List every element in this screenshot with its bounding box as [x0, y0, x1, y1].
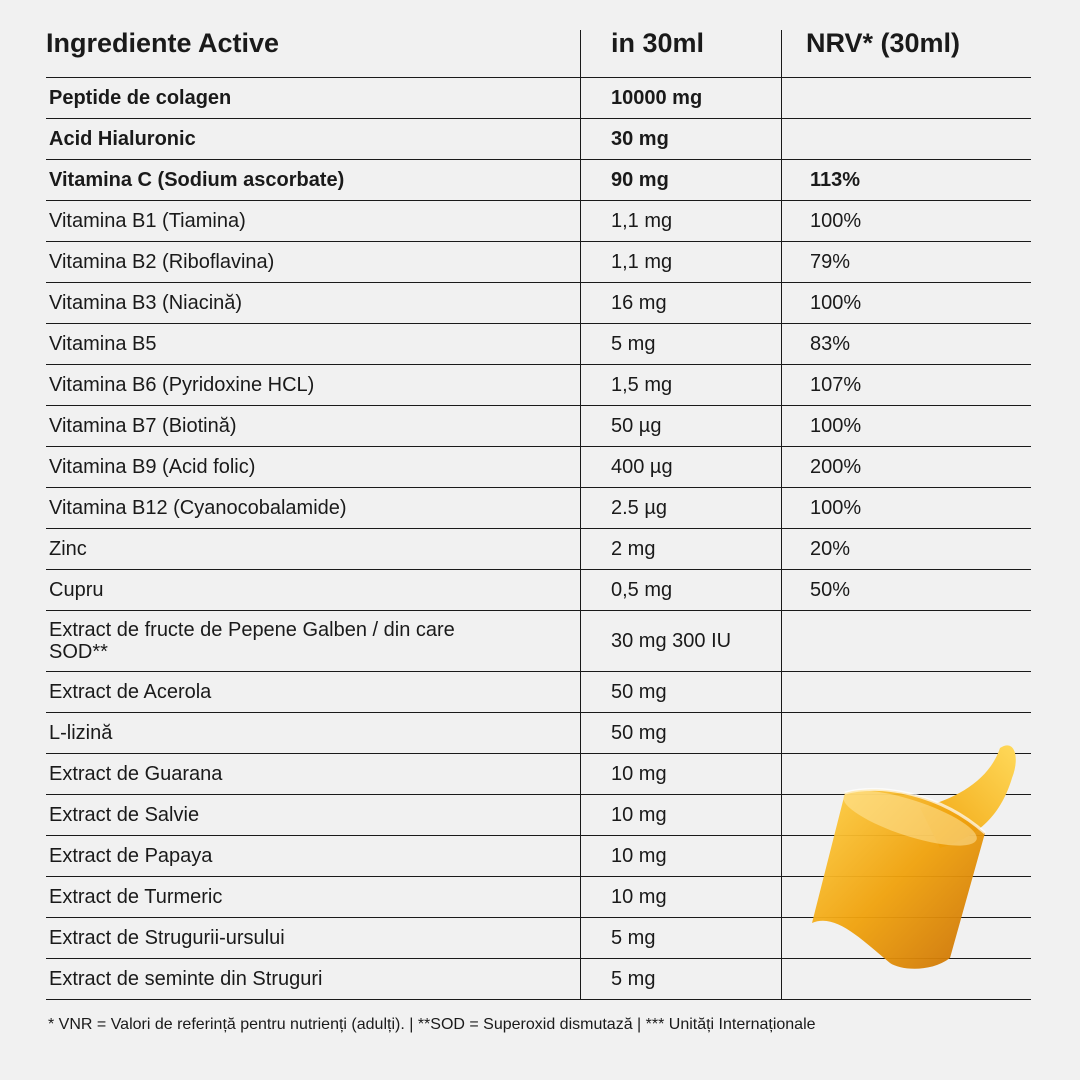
table-row: Vitamina B7 (Biotină) 50 µg 100% [46, 406, 1031, 447]
ingredient-amount: 1,1 mg [580, 242, 781, 282]
ingredient-amount: 5 mg [580, 324, 781, 364]
ingredient-name: Extract de fructe de Pepene Galben / din… [49, 619, 455, 663]
ingredient-nrv [781, 836, 1031, 876]
header-nrv: NRV* (30ml) [781, 30, 1031, 77]
ingredient-name: Vitamina B12 (Cyanocobalamide) [49, 497, 347, 519]
ingredient-name: Peptide de colagen [49, 87, 232, 109]
ingredient-amount: 16 mg [580, 283, 781, 323]
ingredient-amount: 1,5 mg [580, 365, 781, 405]
ingredient-amount: 10 mg [580, 836, 781, 876]
ingredient-amount: 2.5 µg [580, 488, 781, 528]
ingredient-amount: 10 mg [580, 795, 781, 835]
table-row: Vitamina B6 (Pyridoxine HCL) 1,5 mg 107% [46, 365, 1031, 406]
ingredient-nrv [781, 672, 1031, 712]
ingredient-nrv [781, 713, 1031, 753]
ingredient-name: Extract de seminte din Struguri [49, 968, 323, 990]
ingredient-nrv: 113% [781, 160, 1031, 200]
ingredient-name: Extract de Turmeric [49, 886, 223, 908]
ingredient-amount: 5 mg [580, 918, 781, 958]
table-row: Peptide de colagen 10000 mg [46, 78, 1031, 119]
ingredient-name: Extract de Salvie [49, 804, 200, 826]
table-row: Vitamina B9 (Acid folic) 400 µg 200% [46, 447, 1031, 488]
ingredient-amount: 30 mg 300 IU [580, 611, 781, 671]
ingredient-name: Vitamina B2 (Riboflavina) [49, 251, 275, 273]
ingredient-name: Vitamina C (Sodium ascorbate) [49, 169, 345, 191]
table-row: Acid Hialuronic 30 mg [46, 119, 1031, 160]
ingredient-amount: 5 mg [580, 959, 781, 999]
ingredient-amount: 50 mg [580, 713, 781, 753]
ingredients-table: Ingrediente Active in 30ml NRV* (30ml) P… [46, 30, 1031, 1000]
serum-cup-image [812, 745, 1016, 969]
table-row: Extract de Turmeric 10 mg [46, 877, 1031, 918]
footnote: * VNR = Valori de referință pentru nutri… [48, 1016, 816, 1033]
ingredient-name: Acid Hialuronic [49, 128, 196, 150]
table-row: Vitamina C (Sodium ascorbate) 90 mg 113% [46, 160, 1031, 201]
ingredient-name: Cupru [49, 579, 104, 601]
ingredient-name: Extract de Papaya [49, 845, 213, 867]
ingredient-name: Vitamina B6 (Pyridoxine HCL) [49, 374, 315, 396]
ingredient-nrv: 200% [781, 447, 1031, 487]
ingredient-name: Vitamina B7 (Biotină) [49, 415, 237, 437]
header-ingredients: Ingrediente Active [46, 28, 280, 58]
ingredient-amount: 0,5 mg [580, 570, 781, 610]
table-row: Extract de Papaya 10 mg [46, 836, 1031, 877]
ingredient-amount: 10 mg [580, 877, 781, 917]
table-row: Extract de Salvie 10 mg [46, 795, 1031, 836]
table-row: Cupru 0,5 mg 50% [46, 570, 1031, 611]
ingredient-nrv: 83% [781, 324, 1031, 364]
ingredient-nrv: 107% [781, 365, 1031, 405]
ingredient-amount: 10000 mg [580, 78, 781, 118]
ingredient-nrv [781, 877, 1031, 917]
table-row: Vitamina B12 (Cyanocobalamide) 2.5 µg 100% [46, 488, 1031, 529]
table-row: Extract de Guarana 10 mg [46, 754, 1031, 795]
ingredient-name: Vitamina B9 (Acid folic) [49, 456, 256, 478]
ingredient-name: Vitamina B5 [49, 333, 157, 355]
table-row: Zinc 2 mg 20% [46, 529, 1031, 570]
table-row: Vitamina B5 5 mg 83% [46, 324, 1031, 365]
ingredient-nrv: 100% [781, 201, 1031, 241]
ingredient-name: L-lizină [49, 722, 113, 744]
table-row: Vitamina B1 (Tiamina) 1,1 mg 100% [46, 201, 1031, 242]
ingredient-nrv [781, 959, 1031, 999]
ingredient-name: Extract de Strugurii-ursului [49, 927, 285, 949]
ingredient-nrv [781, 611, 1031, 671]
ingredient-nrv [781, 754, 1031, 794]
ingredient-nrv: 50% [781, 570, 1031, 610]
ingredient-nrv: 79% [781, 242, 1031, 282]
ingredient-amount: 50 mg [580, 672, 781, 712]
table-body: Peptide de colagen 10000 mg Acid Hialuroni… [46, 78, 1031, 1000]
ingredient-name: Vitamina B3 (Niacină) [49, 292, 243, 314]
ingredient-amount: 400 µg [580, 447, 781, 487]
ingredient-nrv [781, 918, 1031, 958]
ingredient-name: Extract de Guarana [49, 763, 223, 785]
table-row: Vitamina B3 (Niacină) 16 mg 100% [46, 283, 1031, 324]
ingredient-amount: 50 µg [580, 406, 781, 446]
ingredient-nrv: 100% [781, 406, 1031, 446]
ingredient-amount: 90 mg [580, 160, 781, 200]
ingredient-name: Zinc [49, 538, 87, 560]
ingredient-name: Extract de Acerola [49, 681, 212, 703]
table-row: Vitamina B2 (Riboflavina) 1,1 mg 79% [46, 242, 1031, 283]
table-row: L-lizină 50 mg [46, 713, 1031, 754]
ingredient-amount: 1,1 mg [580, 201, 781, 241]
header-amount: in 30ml [580, 30, 781, 77]
table-header: Ingrediente Active in 30ml NRV* (30ml) [46, 30, 1031, 78]
table-row: Extract de Acerola 50 mg [46, 672, 1031, 713]
ingredient-amount: 2 mg [580, 529, 781, 569]
table-row: Extract de fructe de Pepene Galben / din… [46, 611, 1031, 672]
table-row: Extract de Strugurii-ursului 5 mg [46, 918, 1031, 959]
ingredient-name: Vitamina B1 (Tiamina) [49, 210, 246, 232]
ingredient-amount: 10 mg [580, 754, 781, 794]
ingredient-nrv [781, 795, 1031, 835]
ingredient-amount: 30 mg [580, 119, 781, 159]
ingredient-nrv [781, 119, 1031, 159]
ingredient-nrv: 100% [781, 283, 1031, 323]
ingredient-nrv [781, 78, 1031, 118]
ingredient-nrv: 20% [781, 529, 1031, 569]
ingredient-nrv: 100% [781, 488, 1031, 528]
table-row: Extract de seminte din Struguri 5 mg [46, 959, 1031, 1000]
